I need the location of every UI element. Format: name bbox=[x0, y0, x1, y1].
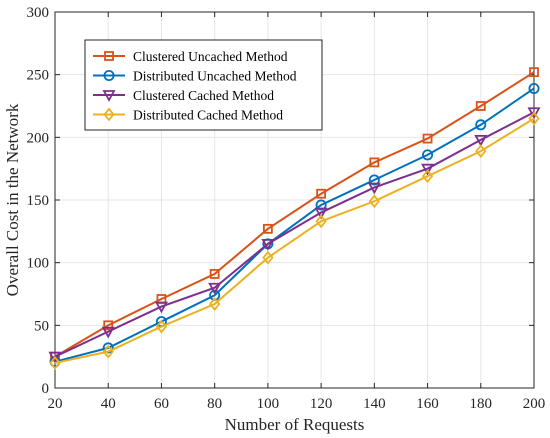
data-point-diamond bbox=[49, 356, 61, 370]
series-line bbox=[54, 111, 535, 358]
data-point-square bbox=[103, 320, 114, 331]
x-tick-label: 20 bbox=[48, 396, 63, 412]
data-point-circle bbox=[475, 119, 487, 131]
series-distributed-cached-method bbox=[49, 111, 540, 370]
legend-marker-diamond bbox=[103, 107, 115, 122]
legend-label: Clustered Cached Method bbox=[133, 88, 274, 103]
data-point-diamond bbox=[421, 169, 434, 184]
data-point-diamond bbox=[102, 344, 114, 359]
x-tick-label: 160 bbox=[416, 396, 439, 412]
x-tick-label: 200 bbox=[523, 396, 546, 412]
data-point-circle bbox=[422, 149, 434, 161]
series-line bbox=[54, 87, 535, 363]
data-point-square bbox=[422, 133, 433, 144]
y-tick-label: 200 bbox=[27, 130, 50, 146]
x-tick-label: 140 bbox=[363, 396, 386, 412]
series-line bbox=[54, 71, 535, 358]
data-point-triangle-down bbox=[208, 282, 222, 295]
data-point-diamond bbox=[475, 144, 487, 159]
series-layer bbox=[48, 67, 541, 370]
data-point-triangle-down bbox=[527, 107, 541, 120]
y-tick-label: 0 bbox=[42, 381, 50, 397]
data-point-diamond bbox=[528, 111, 540, 126]
y-tick-label: 250 bbox=[27, 68, 50, 84]
legend-item: Clustered Uncached Method bbox=[93, 49, 288, 64]
legend-marker-triangle-down bbox=[102, 90, 116, 102]
data-point-square bbox=[262, 223, 273, 234]
data-point-triangle-down bbox=[314, 207, 328, 220]
data-point-square bbox=[475, 101, 486, 111]
axis-ticks: 20 40 60 80 100 120 140 160 180 200 0 50 100 150 200 25… bbox=[27, 5, 546, 412]
x-tick-label: 60 bbox=[154, 396, 169, 412]
data-point-diamond bbox=[368, 194, 380, 209]
series-line bbox=[54, 117, 535, 364]
data-point-triangle-down bbox=[154, 301, 168, 314]
legend: Clustered Uncached Method Distributed Unc… bbox=[84, 39, 323, 131]
legend-item: Distributed Cached Method bbox=[93, 108, 283, 123]
data-point-triangle-down bbox=[367, 182, 381, 195]
data-point-triangle-down bbox=[421, 163, 435, 176]
x-tick-label: 80 bbox=[207, 396, 222, 412]
data-point-triangle-down bbox=[48, 351, 62, 364]
data-point-square bbox=[209, 269, 220, 279]
data-point-diamond bbox=[209, 297, 221, 311]
y-tick-label: 50 bbox=[34, 318, 49, 334]
data-point-triangle-down bbox=[261, 238, 275, 251]
legend-label: Distributed Cached Method bbox=[133, 108, 283, 123]
data-point-circle bbox=[528, 82, 540, 94]
x-tick-label: 120 bbox=[310, 396, 333, 412]
data-point-square bbox=[529, 67, 539, 78]
y-tick-label: 150 bbox=[27, 193, 50, 209]
x-tick-label: 180 bbox=[470, 396, 493, 412]
legend-item: Distributed Uncached Method bbox=[93, 69, 297, 84]
data-point-square bbox=[316, 188, 327, 199]
y-axis-title: Overall Cost in the Network bbox=[3, 103, 22, 296]
data-point-diamond bbox=[155, 319, 168, 334]
x-tick-label: 40 bbox=[101, 396, 116, 412]
data-point-circle bbox=[315, 199, 327, 211]
data-point-triangle-down bbox=[101, 326, 115, 339]
x-tick-label: 100 bbox=[257, 396, 280, 412]
x-axis-title: Number of Requests bbox=[225, 415, 365, 434]
data-point-triangle-down bbox=[474, 134, 488, 147]
legend-label: Clustered Uncached Method bbox=[133, 49, 288, 64]
data-point-circle bbox=[368, 174, 380, 186]
legend-label: Distributed Uncached Method bbox=[133, 69, 297, 84]
data-point-diamond bbox=[262, 250, 274, 265]
legend-marker-circle bbox=[103, 70, 115, 82]
legend-marker-square bbox=[104, 51, 114, 61]
data-point-diamond bbox=[315, 214, 327, 229]
legend-item: Clustered Cached Method bbox=[93, 88, 274, 103]
y-tick-label: 300 bbox=[27, 5, 50, 21]
series-clustered-cached-method bbox=[48, 107, 541, 364]
data-point-square bbox=[369, 157, 380, 168]
y-tick-label: 100 bbox=[27, 256, 50, 272]
